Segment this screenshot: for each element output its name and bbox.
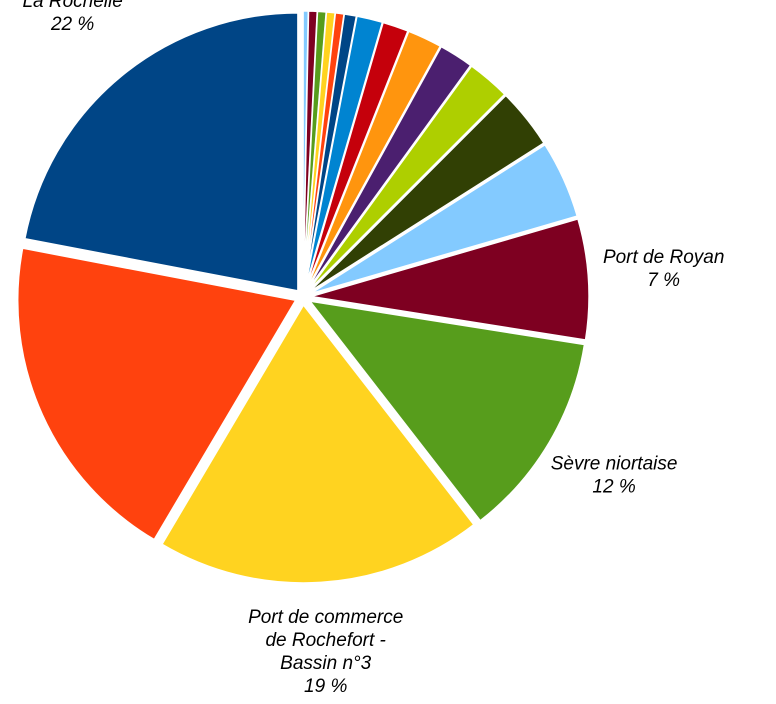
pie-slice: [306, 45, 472, 291]
slice-value-label: 7 %: [647, 270, 680, 291]
pie-slice: [308, 300, 586, 522]
slice-label: Port de commerce de Rochefort -Bassin n°3: [248, 607, 403, 674]
slice-label-line: de Rochefort -: [265, 630, 385, 651]
pie-slice: [305, 30, 442, 291]
slice-label-line: Port de Royan: [603, 247, 724, 268]
pie-slice: [23, 12, 299, 292]
pie-slice: [304, 15, 384, 290]
slice-label: La Rochelle: [22, 0, 122, 12]
slice-value-label: 22 %: [50, 14, 94, 35]
pie-slice: [307, 64, 506, 292]
pie-slice: [309, 143, 579, 295]
slice-label-line: Sèvre niortaise: [551, 453, 678, 474]
slice-label: Port de Royan: [603, 247, 724, 268]
pie-slice: [310, 218, 590, 341]
pie-slice: [308, 94, 546, 293]
slice-label-line: Port de commerce: [248, 607, 403, 628]
pie-slice: [304, 21, 409, 290]
pie-slice: [160, 303, 475, 584]
slice-label: Sèvre niortaise: [551, 453, 678, 474]
slice-label-line: La Rochelle: [22, 0, 122, 12]
slice-label-line: Bassin n°3: [280, 653, 371, 674]
pie-slice: [16, 247, 297, 541]
slice-value-label: 12 %: [592, 476, 635, 497]
slice-value-label: 19 %: [304, 676, 347, 697]
